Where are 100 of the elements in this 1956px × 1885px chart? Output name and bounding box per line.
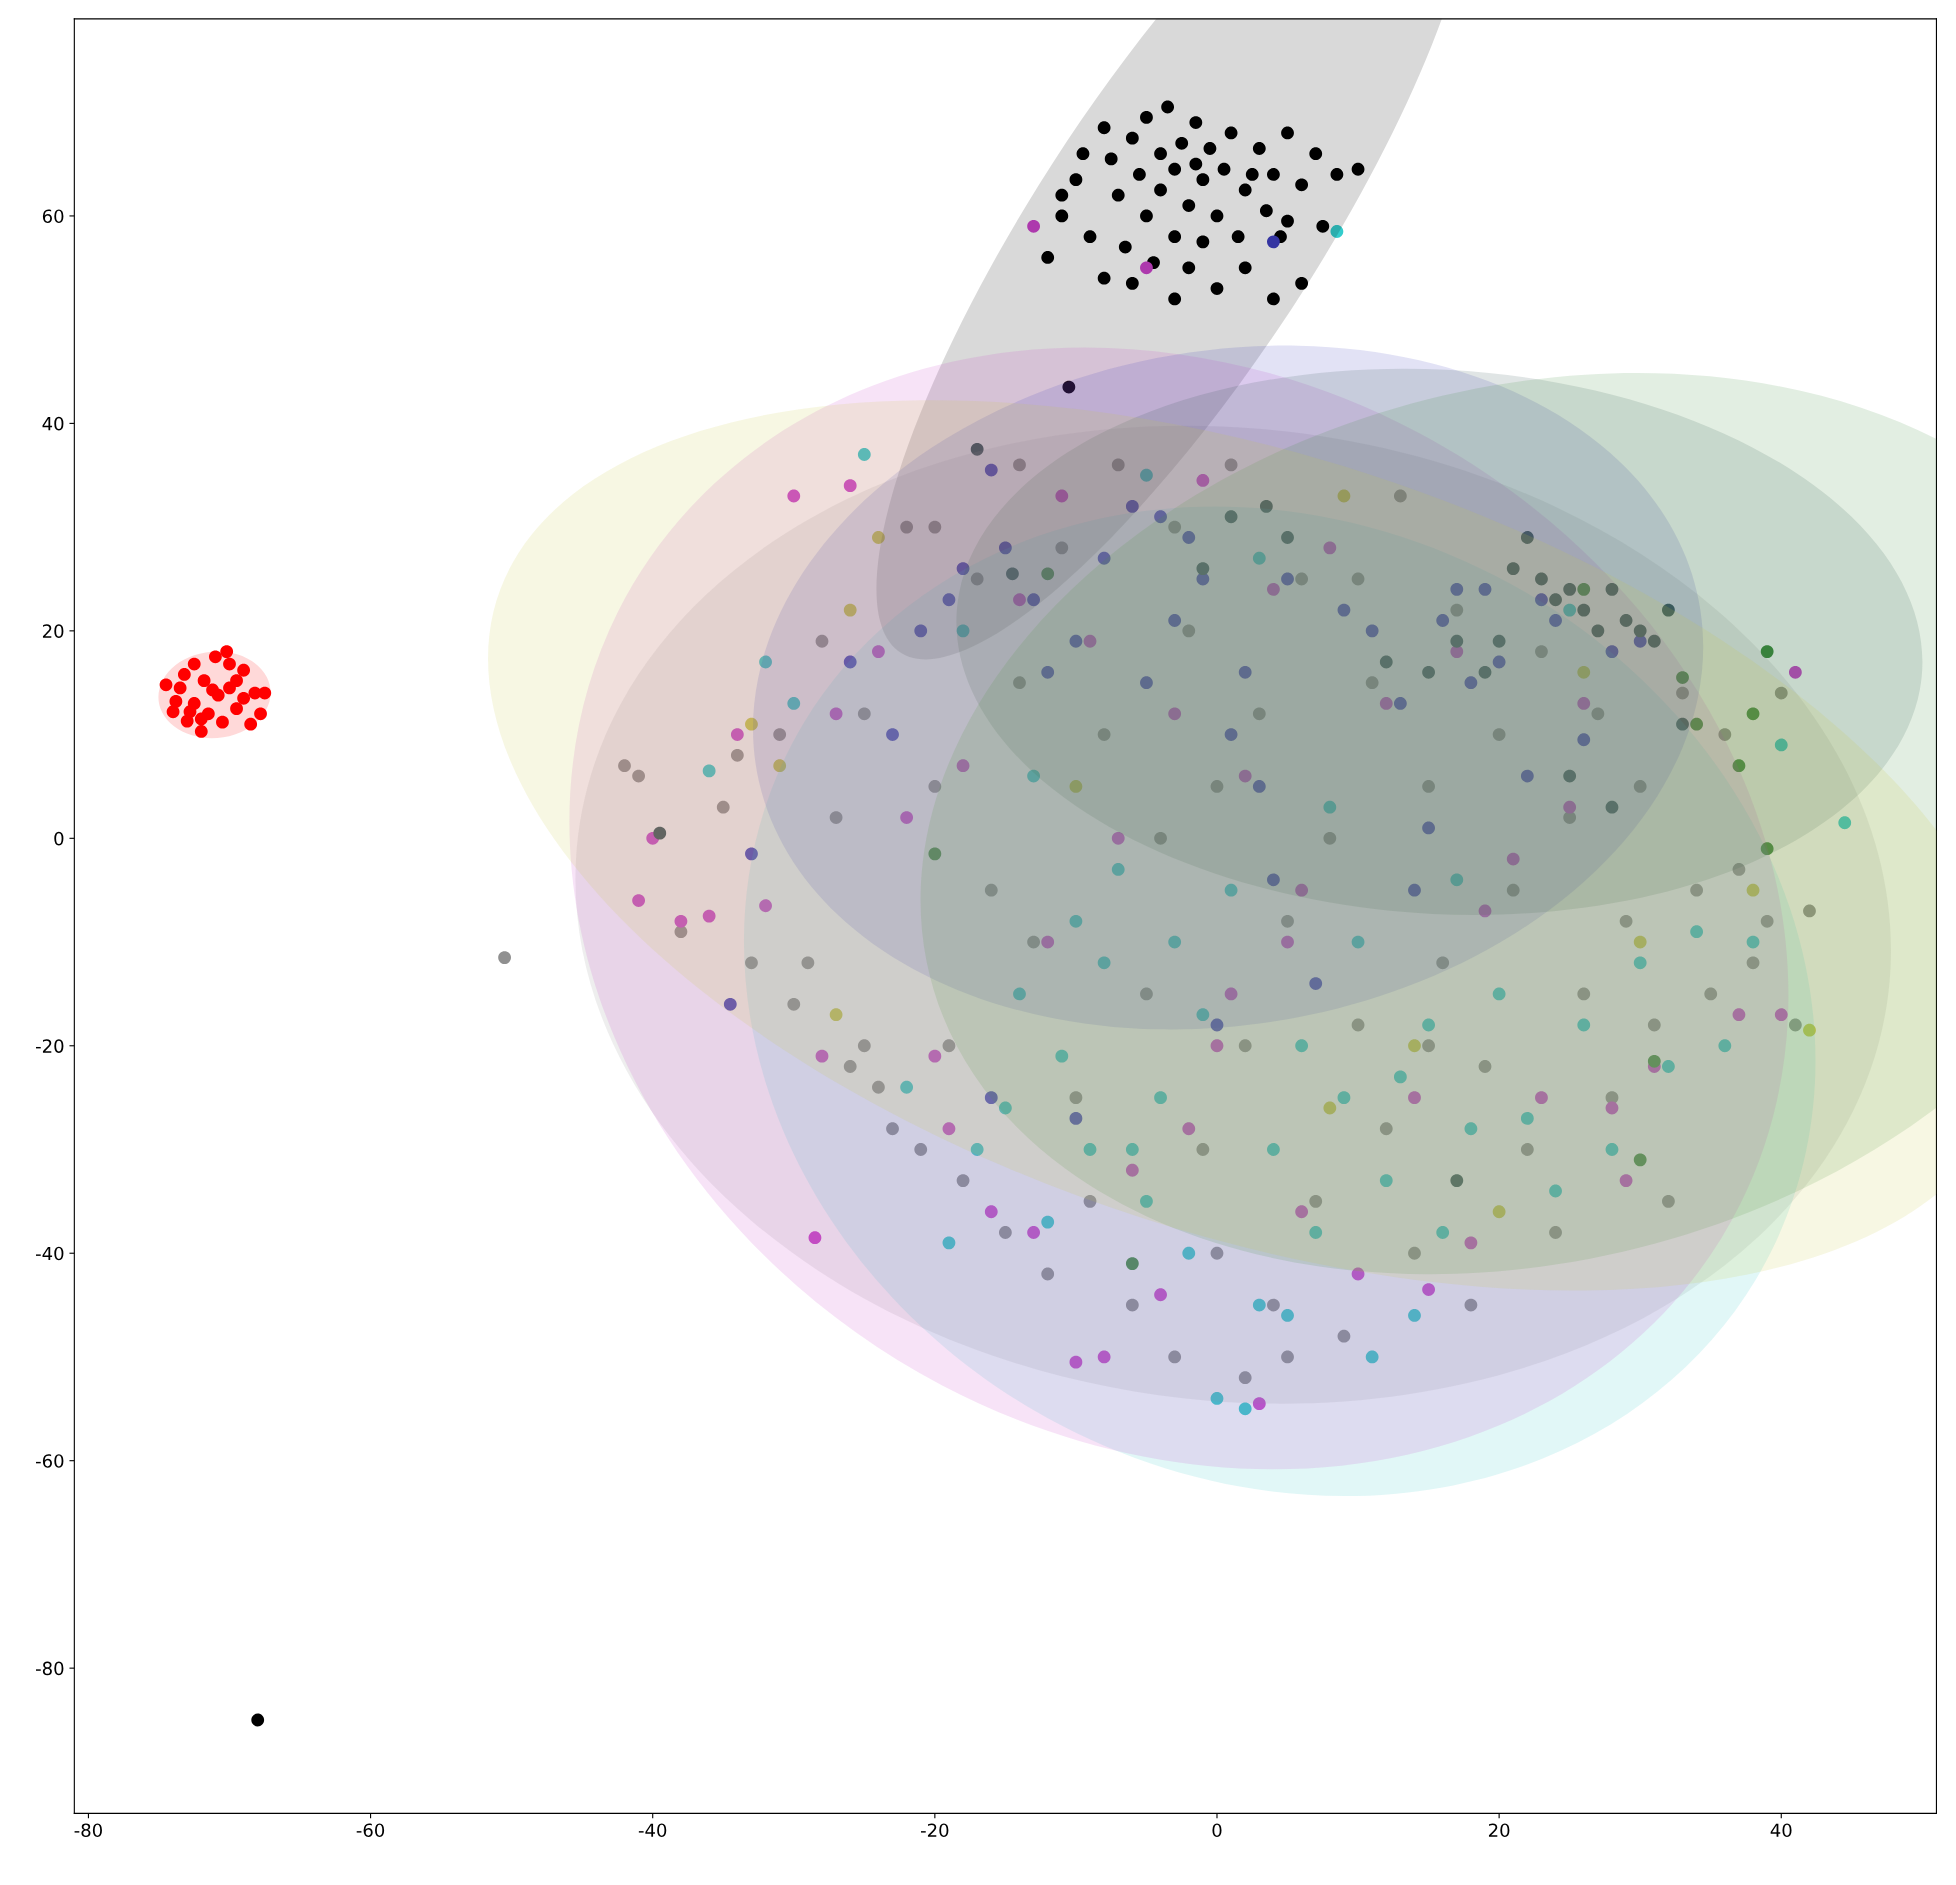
point bbox=[1217, 162, 1231, 176]
point bbox=[1041, 1215, 1055, 1229]
point bbox=[998, 1101, 1012, 1115]
point bbox=[1591, 624, 1605, 638]
point bbox=[1267, 168, 1280, 181]
point bbox=[1436, 1226, 1450, 1239]
point bbox=[1577, 603, 1591, 617]
point bbox=[1774, 738, 1788, 752]
point bbox=[1464, 676, 1478, 690]
point bbox=[1055, 209, 1069, 223]
point bbox=[1619, 614, 1633, 627]
point bbox=[223, 657, 236, 671]
point bbox=[166, 705, 180, 719]
point bbox=[1097, 956, 1111, 970]
point bbox=[1351, 162, 1365, 176]
point bbox=[1196, 474, 1210, 487]
point bbox=[1259, 499, 1273, 513]
point bbox=[1104, 152, 1118, 166]
point bbox=[900, 811, 914, 824]
point bbox=[1161, 100, 1175, 114]
x-tick-label: -80 bbox=[74, 1823, 102, 1838]
point bbox=[1379, 1174, 1393, 1188]
point bbox=[1168, 935, 1182, 949]
point bbox=[1238, 183, 1252, 197]
point bbox=[1422, 1283, 1435, 1296]
point bbox=[1182, 1246, 1196, 1260]
point bbox=[674, 914, 688, 928]
point bbox=[942, 1122, 956, 1136]
point bbox=[773, 759, 787, 773]
point bbox=[1189, 157, 1203, 171]
point bbox=[1605, 800, 1619, 814]
point bbox=[1055, 489, 1069, 503]
x-tick-label: 20 bbox=[1488, 1823, 1510, 1838]
point bbox=[237, 691, 251, 705]
point bbox=[1281, 214, 1294, 228]
point bbox=[843, 655, 857, 669]
point bbox=[1633, 1153, 1647, 1167]
point bbox=[1330, 168, 1344, 181]
point bbox=[1549, 614, 1562, 627]
point bbox=[1055, 188, 1069, 202]
point bbox=[1436, 614, 1450, 627]
point bbox=[1281, 531, 1294, 544]
point bbox=[942, 1236, 956, 1250]
point bbox=[1281, 572, 1294, 586]
point bbox=[1450, 634, 1464, 648]
point bbox=[1577, 733, 1591, 747]
point bbox=[1492, 655, 1506, 669]
point bbox=[1267, 292, 1280, 306]
point bbox=[237, 663, 251, 677]
point bbox=[1563, 769, 1577, 783]
point bbox=[1450, 1174, 1464, 1188]
point bbox=[1168, 292, 1182, 306]
point bbox=[1252, 1397, 1266, 1411]
point bbox=[1323, 800, 1337, 814]
point bbox=[1718, 1039, 1732, 1053]
point bbox=[1422, 821, 1435, 835]
point bbox=[1746, 883, 1760, 897]
point bbox=[1379, 697, 1393, 710]
point bbox=[1006, 567, 1019, 581]
point bbox=[1732, 759, 1746, 773]
point bbox=[956, 624, 970, 638]
point bbox=[1605, 1143, 1619, 1156]
point bbox=[1140, 209, 1153, 223]
point bbox=[1069, 1111, 1083, 1125]
y-tick-label: 0 bbox=[54, 831, 64, 846]
y-tick-label: -60 bbox=[36, 1454, 64, 1468]
point bbox=[984, 1091, 998, 1105]
point bbox=[1633, 624, 1647, 638]
point bbox=[1224, 510, 1238, 524]
point bbox=[900, 1080, 914, 1094]
point bbox=[984, 463, 998, 477]
point bbox=[1196, 235, 1210, 249]
point bbox=[1140, 676, 1153, 690]
point bbox=[1379, 655, 1393, 669]
point bbox=[1182, 531, 1196, 544]
point bbox=[1492, 1205, 1506, 1219]
point bbox=[815, 1049, 829, 1063]
point bbox=[1408, 1091, 1421, 1105]
point bbox=[1577, 1018, 1591, 1032]
point bbox=[216, 715, 229, 729]
point bbox=[1281, 126, 1294, 140]
point bbox=[1168, 230, 1182, 244]
point bbox=[1577, 582, 1591, 596]
y-tick-label: -20 bbox=[36, 1039, 64, 1053]
point bbox=[1408, 883, 1421, 897]
point bbox=[956, 562, 970, 576]
point bbox=[1041, 935, 1055, 949]
point bbox=[1492, 987, 1506, 1001]
point bbox=[194, 725, 208, 738]
point bbox=[1259, 204, 1273, 218]
point bbox=[1013, 593, 1026, 607]
point bbox=[1224, 987, 1238, 1001]
point bbox=[1267, 873, 1280, 887]
point bbox=[1690, 925, 1704, 939]
point bbox=[1309, 1226, 1323, 1239]
point bbox=[1118, 240, 1132, 254]
point bbox=[1549, 593, 1562, 607]
point bbox=[970, 1143, 984, 1156]
point bbox=[1478, 582, 1492, 596]
point bbox=[843, 603, 857, 617]
